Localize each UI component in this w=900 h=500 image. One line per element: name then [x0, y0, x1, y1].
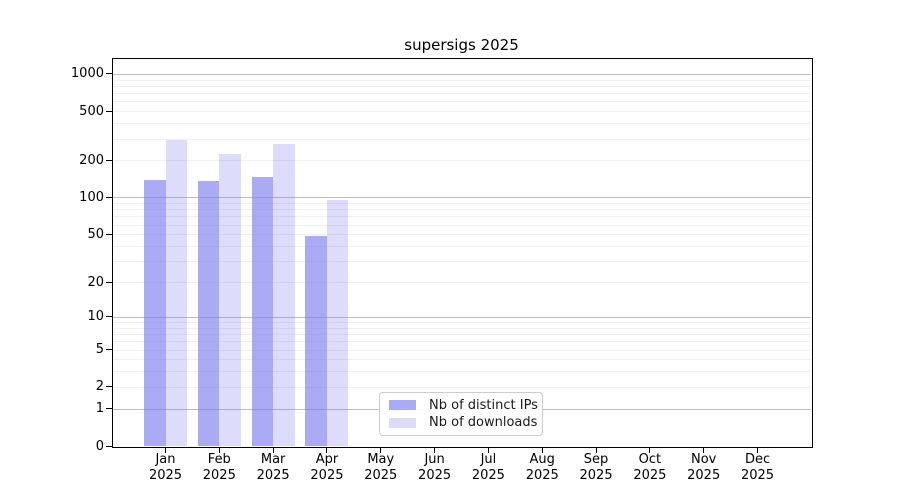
- x-tick-mark: [326, 447, 328, 453]
- y-tick-mark: [106, 281, 113, 283]
- bar-distinct-ips: [251, 176, 274, 446]
- x-tick-label: Jan 2025: [148, 452, 183, 483]
- bar-distinct-ips: [305, 236, 327, 446]
- y-tick-label: 10: [87, 309, 104, 325]
- bar-downloads: [326, 200, 349, 446]
- gridline-minor: [113, 321, 811, 323]
- y-tick-mark: [106, 316, 113, 318]
- x-tick-mark: [541, 447, 543, 453]
- x-tick-mark: [434, 447, 436, 453]
- gridline-minor: [113, 160, 811, 162]
- y-tick-mark: [106, 110, 113, 112]
- y-tick-label: 0: [95, 438, 104, 454]
- gridline-minor: [113, 246, 811, 247]
- x-tick-mark: [487, 447, 489, 453]
- y-tick-label: 5: [95, 342, 104, 357]
- gridline-minor: [113, 123, 811, 125]
- y-tick-mark: [106, 445, 113, 447]
- bar-downloads: [273, 144, 295, 446]
- bar-distinct-ips: [197, 181, 220, 446]
- x-tick-label: Feb 2025: [202, 452, 236, 483]
- gridline-minor: [113, 93, 811, 95]
- x-tick-mark: [757, 447, 759, 453]
- gridline-minor: [113, 138, 811, 140]
- gridline-minor: [113, 334, 811, 335]
- gridline-minor: [113, 79, 811, 81]
- legend-item-distinct-ips: Nb of distinct IPs: [389, 398, 538, 413]
- x-tick-mark: [649, 447, 651, 453]
- x-tick-label: Jun 2025: [418, 452, 452, 483]
- y-tick-mark: [106, 159, 113, 161]
- x-tick-mark: [703, 447, 705, 453]
- gridline-minor: [113, 111, 811, 113]
- y-tick-label: 1000: [70, 66, 104, 82]
- y-tick-mark: [106, 408, 113, 410]
- gridline-minor: [113, 224, 811, 226]
- x-tick-label: Sep 2025: [579, 452, 613, 483]
- x-tick-mark: [165, 447, 166, 453]
- plot-area: [113, 59, 811, 446]
- y-tick-label: 2: [95, 379, 104, 395]
- gridline-minor: [113, 282, 811, 284]
- gridline-major: [113, 197, 811, 199]
- y-tick-mark: [106, 196, 113, 198]
- gridline-minor: [113, 209, 811, 211]
- legend-item-downloads: Nb of downloads: [389, 415, 537, 430]
- y-tick-mark: [106, 386, 113, 388]
- x-tick-label: Oct 2025: [633, 452, 667, 483]
- legend-swatch-distinct-ips: [389, 400, 416, 411]
- chart-title: supersigs 2025: [404, 36, 519, 54]
- gridline-minor: [113, 359, 811, 361]
- gridline-minor: [113, 101, 811, 103]
- x-tick-label: Apr 2025: [310, 452, 344, 483]
- x-tick-mark: [272, 447, 274, 453]
- x-tick-label: Dec 2025: [740, 452, 775, 483]
- legend: Nb of distinct IPs Nb of downloads: [379, 392, 543, 436]
- y-tick-mark: [106, 349, 113, 350]
- x-tick-label: Jul 2025: [471, 452, 505, 483]
- gridline-minor: [113, 371, 811, 373]
- y-tick-label: 20: [87, 274, 104, 290]
- y-tick-label: 1: [95, 401, 104, 417]
- bar-downloads: [165, 140, 187, 446]
- x-tick-mark: [595, 447, 597, 453]
- gridline-minor: [113, 341, 811, 343]
- legend-label-downloads: Nb of downloads: [429, 415, 538, 431]
- y-tick-mark: [106, 233, 113, 235]
- gridline-major: [113, 316, 811, 318]
- gridline-minor: [113, 261, 811, 263]
- x-tick-mark: [380, 447, 382, 453]
- legend-swatch-downloads: [389, 417, 416, 428]
- y-tick-mark: [106, 73, 113, 75]
- x-tick-label: May 2025: [364, 452, 398, 483]
- gridline-minor: [113, 349, 811, 351]
- y-tick-label: 500: [79, 103, 104, 119]
- gridline-minor: [113, 234, 811, 236]
- x-tick-label: Mar 2025: [256, 452, 290, 483]
- x-tick-label: Aug 2025: [525, 452, 559, 483]
- y-tick-label: 50: [87, 226, 104, 242]
- x-tick-mark: [218, 447, 220, 453]
- gridline-minor: [113, 327, 811, 329]
- bar-downloads: [219, 154, 241, 446]
- gridline-minor: [113, 216, 811, 218]
- legend-label-distinct-ips: Nb of distinct IPs: [429, 397, 538, 413]
- y-tick-label: 200: [79, 152, 104, 168]
- gridline-major: [113, 73, 811, 75]
- gridline-minor: [113, 203, 811, 205]
- y-tick-label: 100: [79, 189, 104, 205]
- gridline-minor: [113, 85, 811, 87]
- bar-distinct-ips: [144, 179, 166, 446]
- x-tick-label: Nov 2025: [687, 452, 721, 483]
- gridline-minor: [113, 386, 811, 388]
